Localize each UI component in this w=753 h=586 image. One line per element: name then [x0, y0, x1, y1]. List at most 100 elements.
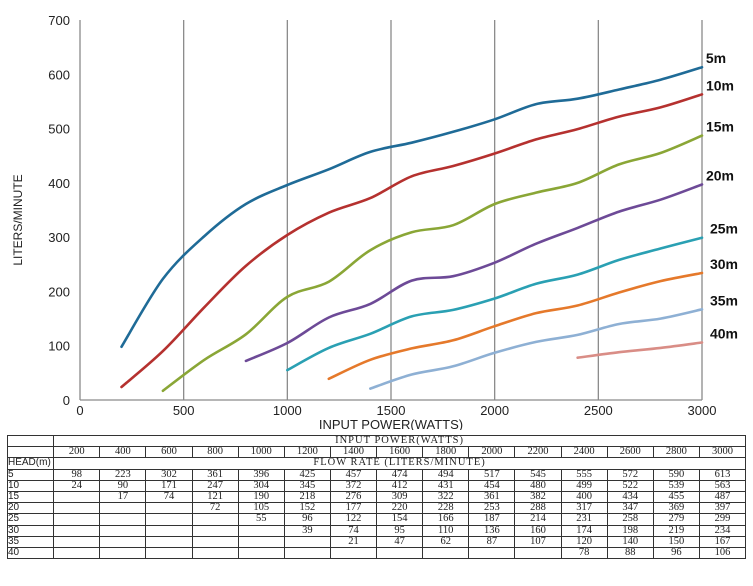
x-axis-title: INPUT POWER(WATTS): [319, 417, 463, 430]
x-tick-labels: 0 500 1000 1500 2000 2500 3000: [76, 403, 716, 418]
flow-cell: [53, 491, 101, 504]
flow-cell: 98: [53, 468, 101, 481]
y-tick-label: 100: [48, 339, 70, 354]
power-cell: 400: [99, 446, 147, 459]
flow-cell: 361: [468, 491, 516, 504]
table-corner-cell: [6, 434, 55, 448]
flow-cell: 105: [237, 502, 285, 515]
flow-cell: 397: [698, 502, 747, 515]
series-line-40m: [576, 341, 704, 359]
x-tick-label: 0: [76, 403, 83, 418]
flow-rate-table: INPUT POWER(WATTS) 200 400 600 800 1000 1200 14…: [6, 434, 747, 560]
flow-cell: 152: [283, 502, 331, 515]
flow-cell: 55: [237, 513, 285, 526]
y-tick-label: 400: [48, 176, 70, 191]
series-label-10m: 10m: [706, 77, 734, 93]
flow-cell: 613: [698, 468, 747, 481]
flow-cell: 372: [329, 479, 378, 493]
flow-cell: [237, 547, 285, 560]
flow-cell: 74: [145, 491, 193, 504]
flow-cell: 17: [99, 491, 147, 504]
flow-cell: 167: [698, 535, 747, 549]
flow-cell: 231: [560, 513, 608, 526]
x-tick-label: 2500: [584, 403, 613, 418]
x-tick-label: 3000: [688, 403, 717, 418]
flow-cell: 187: [468, 513, 516, 526]
flow-cell: 369: [652, 502, 700, 515]
flow-cell: [145, 547, 193, 560]
power-cell: 1800: [422, 446, 470, 459]
table-row: 15 17 74 121 190 218 276 309 322 361 382 400 434 455 4…: [6, 491, 747, 504]
flow-cell: 572: [606, 468, 654, 481]
flow-cell: 87: [468, 535, 516, 549]
series-line-20m: [244, 183, 704, 363]
table-power-row: 200 400 600 800 1000 1200 1400 1600 1800 2000 2200…: [6, 446, 747, 459]
flow-cell: [99, 524, 147, 537]
flow-cell: [99, 535, 147, 549]
flow-cell: 412: [375, 479, 424, 493]
series-label-20m: 20m: [706, 167, 734, 183]
flow-cell: 563: [698, 479, 747, 493]
flow-cell: 494: [422, 468, 470, 481]
flow-cell: 425: [283, 468, 331, 481]
flow-cell: 276: [329, 491, 378, 504]
table-row: 5 98 223 302 361 396 425 457 474 494 517 545 555 572 5…: [6, 468, 747, 481]
y-tick-label: 200: [48, 284, 70, 299]
flow-cell: 455: [652, 491, 700, 504]
flow-cell: [514, 547, 562, 560]
flow-cell: 106: [698, 547, 747, 560]
flow-cell: 110: [422, 524, 470, 537]
series-label-15m: 15m: [706, 119, 734, 135]
flow-cell: 171: [145, 479, 193, 493]
y-tick-label: 0: [63, 393, 70, 408]
flow-cell: 474: [375, 468, 424, 481]
x-tick-label: 1500: [377, 403, 406, 418]
flow-cell: 107: [514, 535, 562, 549]
y-tick-label: 500: [48, 122, 70, 137]
power-cell: 1400: [329, 446, 378, 459]
series-label-25m: 25m: [710, 221, 738, 237]
head-cell: 15: [6, 491, 55, 504]
flow-cell: 454: [468, 479, 516, 493]
flow-cell: 62: [422, 535, 470, 549]
flow-cell: 88: [606, 547, 654, 560]
flow-cell: 382: [514, 491, 562, 504]
flow-cell: [422, 547, 470, 560]
flow-cell: [53, 513, 101, 526]
head-cell: 10: [6, 479, 55, 493]
flow-cell: 223: [99, 468, 147, 481]
flow-cell: 24: [53, 479, 101, 493]
series-line-15m: [161, 134, 704, 393]
flow-cell: 220: [375, 502, 424, 515]
table-row: 30 39 74 95 110 136 160 174 198 219 234: [6, 524, 747, 537]
flow-cell: 39: [283, 524, 331, 537]
flow-cell: 136: [468, 524, 516, 537]
power-cell: 2200: [514, 446, 562, 459]
flow-cell: 140: [606, 535, 654, 549]
table-flow-caption-row: HEAD(m) FLOW RATE (LITERS/MINUTE): [6, 457, 746, 470]
table-caption-row: INPUT POWER(WATTS): [6, 434, 746, 448]
flow-cell: 120: [560, 535, 608, 549]
flow-cell: 590: [652, 468, 700, 481]
flow-cell: 96: [283, 513, 331, 526]
series-line-5m: [120, 65, 704, 349]
flow-cell: [53, 547, 101, 560]
flow-cell: 219: [652, 524, 700, 537]
head-label: HEAD(m): [6, 457, 55, 470]
series-label-5m: 5m: [706, 50, 726, 66]
power-cell: 2600: [606, 446, 654, 459]
flow-cell: 299: [698, 513, 747, 526]
table-corner-cell: [6, 446, 55, 459]
flow-cell: 78: [560, 547, 608, 560]
flow-cell: 457: [329, 468, 378, 481]
flow-cell: 555: [560, 468, 608, 481]
flow-cell: 345: [283, 479, 331, 493]
flow-cell: 174: [560, 524, 608, 537]
flow-cell: 121: [191, 491, 239, 504]
flow-cell: [53, 535, 101, 549]
flow-cell: [145, 535, 193, 549]
flow-cell: 247: [191, 479, 239, 493]
flow-cell: 480: [514, 479, 562, 493]
power-cell: 3000: [698, 446, 747, 459]
y-tick-label: 600: [48, 67, 70, 82]
